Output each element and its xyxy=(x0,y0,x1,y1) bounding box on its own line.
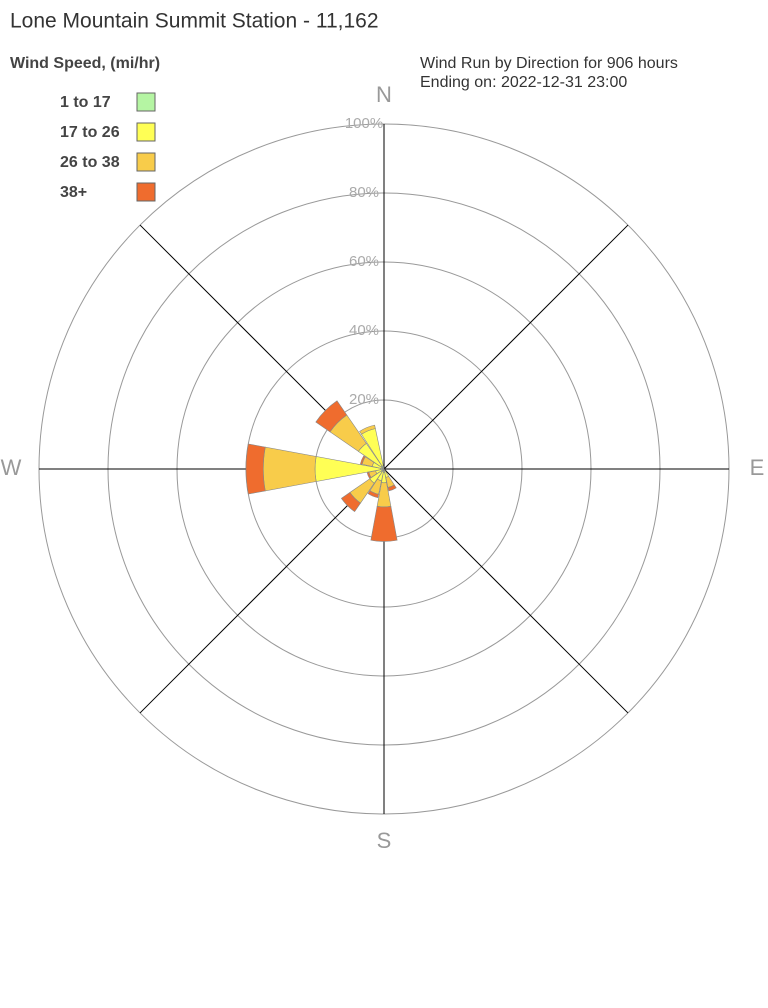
wedge-segment xyxy=(367,490,379,499)
wedge-segment xyxy=(359,424,376,435)
r-tick-label: 40% xyxy=(349,322,379,339)
wedge-segment xyxy=(245,443,266,495)
r-tick-label: 100% xyxy=(345,115,383,132)
chart-title: Lone Mountain Summit Station - 11,162 xyxy=(10,10,379,33)
direction-label: W xyxy=(1,455,22,480)
subtitle: Wind Run by Direction for 906 hours xyxy=(420,55,678,72)
legend-label: 26 to 38 xyxy=(60,154,120,171)
r-tick-label: 20% xyxy=(349,391,379,408)
r-tick-label: 80% xyxy=(349,184,379,201)
r-tick-label: 60% xyxy=(349,253,379,270)
wedge-segment xyxy=(360,455,366,465)
legend-swatch xyxy=(136,152,156,172)
legend-swatch xyxy=(136,92,156,112)
direction-label: S xyxy=(377,828,392,853)
wedge-segment xyxy=(340,492,361,513)
wedge-segment xyxy=(315,400,348,433)
wedge-segment xyxy=(387,484,397,492)
wedge-segment xyxy=(370,505,398,542)
wedge-segment xyxy=(366,471,372,479)
legend-swatch xyxy=(136,182,156,202)
legend-label: 38+ xyxy=(60,184,87,201)
legend-title: Wind Speed, (mi/hr) xyxy=(10,55,160,72)
legend-swatch xyxy=(136,122,156,142)
legend-label: 1 to 17 xyxy=(60,94,111,111)
direction-label: N xyxy=(376,82,392,107)
legend-label: 17 to 26 xyxy=(60,124,120,141)
subtitle: Ending on: 2022-12-31 23:00 xyxy=(420,74,627,91)
direction-label: E xyxy=(750,455,765,480)
